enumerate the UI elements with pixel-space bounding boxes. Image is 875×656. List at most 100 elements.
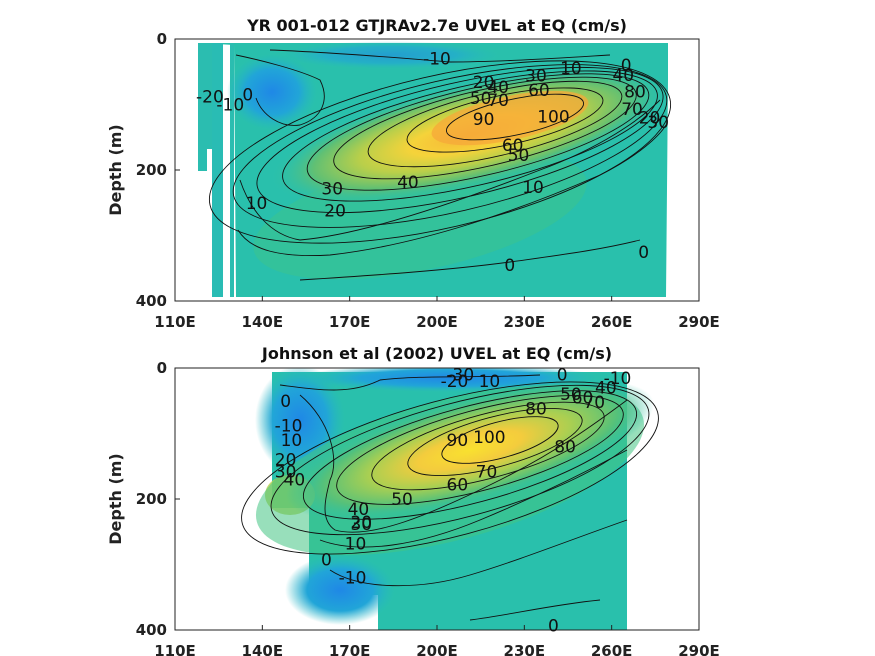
top-strip-5 <box>230 183 234 297</box>
contour-label: -10 <box>423 50 451 70</box>
contour-label: 20 <box>473 73 495 93</box>
top-strip-4 <box>230 43 234 183</box>
x-tick-label: 110E <box>154 313 196 331</box>
contour-label: 30 <box>647 113 669 133</box>
contour-label: 30 <box>525 67 547 87</box>
x-tick-label: 110E <box>154 642 196 656</box>
x-tick-label: 200E <box>416 642 458 656</box>
contour-label: 20 <box>639 109 661 129</box>
y-tick-label: 200 <box>136 490 167 508</box>
contour-label: 10 <box>281 431 303 451</box>
contour-label: 0 <box>557 366 568 386</box>
contour-label: -10 <box>339 569 367 589</box>
contour-label: 50 <box>470 89 492 109</box>
top-blue-west <box>227 54 317 130</box>
contour-label: 0 <box>242 86 253 106</box>
contour-label: 90 <box>447 431 469 451</box>
contour-label: -20 <box>196 88 224 108</box>
top-blue-surface <box>280 41 500 69</box>
contour-label: 70 <box>487 91 509 111</box>
x-tick-label: 230E <box>504 313 546 331</box>
top-chart-title: YR 001-012 GTJRAv2.7e UVEL at EQ (cm/s) <box>246 16 627 35</box>
contour-label: 80 <box>554 438 576 458</box>
x-tick-label: 140E <box>242 642 284 656</box>
top-strip-3 <box>207 43 212 149</box>
contour-label: -10 <box>275 417 303 437</box>
x-tick-label: 290E <box>678 313 720 331</box>
contour-label: 60 <box>502 136 524 156</box>
contour-label: 100 <box>537 107 569 127</box>
contour-label: 60 <box>528 81 550 101</box>
contour-label: 0 <box>504 256 515 276</box>
y-tick-label: 0 <box>157 30 167 48</box>
y-tick-label: 200 <box>136 161 167 179</box>
contour-label: 60 <box>572 388 594 408</box>
contour-label: 40 <box>284 470 306 490</box>
bottom-field <box>241 368 659 630</box>
top-field <box>198 41 672 297</box>
contour-label: 0 <box>548 616 559 636</box>
x-tick-label: 170E <box>329 642 371 656</box>
x-tick-label: 260E <box>591 642 633 656</box>
contour-label: 30 <box>275 462 297 482</box>
x-tick-label: 140E <box>242 313 284 331</box>
contour-label: 0 <box>280 392 291 412</box>
contour-label: 50 <box>391 490 413 510</box>
bottom-contours <box>241 374 659 621</box>
bottom-y-axis-label: Depth (m) <box>106 453 125 545</box>
contour-label: 10 <box>522 178 544 198</box>
contour-label: 70 <box>621 100 643 120</box>
contour-label: 10 <box>560 59 582 79</box>
contour-label: -20 <box>441 372 469 392</box>
contour-label: 50 <box>560 385 582 405</box>
contour-label: 10 <box>246 194 268 214</box>
contour-label: 50 <box>508 146 530 166</box>
contour-label: 20 <box>324 202 346 222</box>
contour-label: 80 <box>525 400 547 420</box>
x-tick-label: 260E <box>591 313 633 331</box>
contour-label: 10 <box>345 535 367 555</box>
contour-label: 30 <box>350 515 372 535</box>
bottom-core <box>285 379 655 521</box>
contour-label: 40 <box>595 379 617 399</box>
contour-label: 70 <box>583 393 605 413</box>
contour-label: 40 <box>397 173 419 193</box>
contour-label: 0 <box>321 550 332 570</box>
top-contours <box>208 49 672 281</box>
contour-label: -10 <box>604 369 632 389</box>
contour-label: 0 <box>638 243 649 263</box>
contour-label: 100 <box>473 428 505 448</box>
contour-label: 40 <box>612 66 634 86</box>
contour-label: -30 <box>446 366 474 386</box>
bottom-blue-deep <box>285 555 395 625</box>
contour-label: 10 <box>479 372 501 392</box>
x-tick-label: 290E <box>678 642 720 656</box>
contour-label: 20 <box>350 513 372 533</box>
contour-label: -10 <box>216 96 244 116</box>
top-strip-1 <box>198 43 207 171</box>
contour-label: 80 <box>624 82 646 102</box>
contour-label: 40 <box>487 78 509 98</box>
bottom-chart-title: Johnson et al (2002) UVEL at EQ (cm/s) <box>261 344 612 363</box>
x-tick-label: 170E <box>329 313 371 331</box>
y-tick-label: 0 <box>157 359 167 377</box>
contour-label: 60 <box>447 476 469 496</box>
top-strip-2 <box>212 43 223 297</box>
top-core-max <box>431 90 589 146</box>
contour-label: 70 <box>476 462 498 482</box>
contour-label: 20 <box>275 451 297 471</box>
x-tick-label: 230E <box>504 642 546 656</box>
y-tick-label: 400 <box>136 292 167 310</box>
contour-label: 0 <box>621 56 632 76</box>
contour-label: 40 <box>348 500 370 520</box>
contour-label: 30 <box>321 179 343 199</box>
y-tick-label: 400 <box>136 621 167 639</box>
top-y-axis-label: Depth (m) <box>106 124 125 216</box>
